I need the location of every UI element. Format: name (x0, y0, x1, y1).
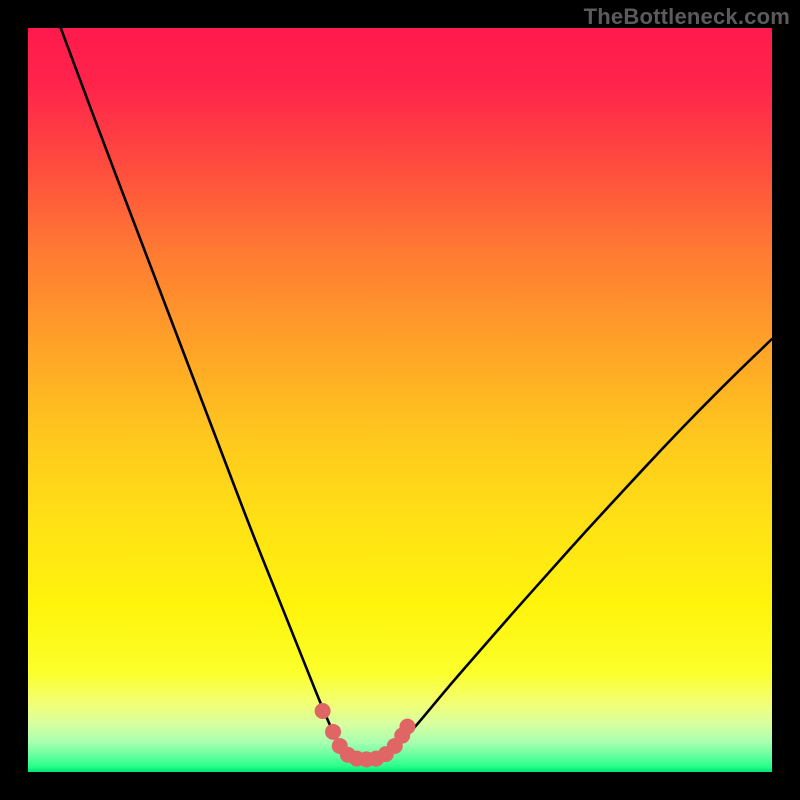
valley-marker (326, 724, 341, 739)
plot-svg (28, 28, 772, 772)
watermark-text: TheBottleneck.com (584, 4, 790, 30)
valley-marker (400, 719, 415, 734)
gradient-background (28, 28, 772, 772)
plot-area (28, 28, 772, 772)
valley-marker (315, 703, 330, 718)
chart-frame: TheBottleneck.com (0, 0, 800, 800)
